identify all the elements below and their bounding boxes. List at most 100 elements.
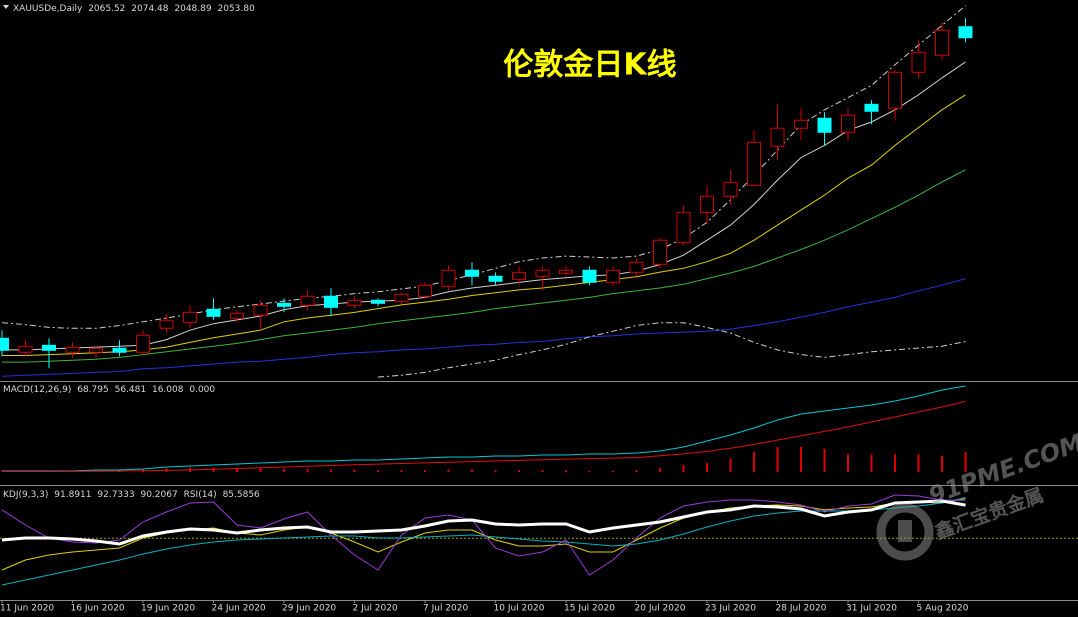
close-value: 2053.80 <box>217 4 254 14</box>
oscillator-header: KDJ(9,3,3) 91.8911 92.7333 90.2067 RSI(1… <box>3 490 260 500</box>
signal-value: 56.481 <box>115 385 147 395</box>
candle-body <box>89 347 103 353</box>
x-tick-label: 24 Jun 2020 <box>212 604 266 614</box>
candle-body <box>512 271 526 280</box>
x-tick-label: 19 Jun 2020 <box>141 604 195 614</box>
candle-body <box>65 346 80 353</box>
extra-value: 0.000 <box>189 385 215 395</box>
candle-body <box>183 311 197 323</box>
macd-histogram-bar <box>847 454 849 472</box>
indicator-line <box>2 400 966 472</box>
candle-body <box>465 269 479 277</box>
candle-body <box>371 299 385 304</box>
macd-histogram-bar <box>729 458 732 472</box>
macd-histogram-bar <box>635 470 638 472</box>
indicator-line <box>1 5 966 329</box>
plot-area <box>0 5 1078 586</box>
x-tick-label: 31 Jul 2020 <box>846 604 897 614</box>
candle-body <box>653 239 667 265</box>
macd-histogram-bar <box>283 468 285 472</box>
macd-histogram-bar <box>518 470 520 472</box>
rsi-label: RSI(14) <box>184 490 217 500</box>
candle-body <box>230 312 244 319</box>
k-value: 91.8911 <box>54 490 91 500</box>
macd-histogram-bar <box>682 465 685 472</box>
macd-histogram-bar <box>236 468 238 472</box>
macd-histogram-bar <box>330 469 332 472</box>
macd-histogram-bar <box>377 470 379 472</box>
candle-body <box>488 275 503 282</box>
candle-body <box>324 295 338 308</box>
candle-body <box>136 334 150 353</box>
macd-histogram-bar <box>870 454 873 472</box>
candle-body <box>911 51 926 73</box>
candle-body <box>723 181 738 197</box>
x-tick-label: 2 Jul 2020 <box>353 604 398 614</box>
candle-body <box>582 269 597 283</box>
candle-body <box>441 269 456 287</box>
x-tick-label: 10 Jul 2020 <box>494 604 545 614</box>
candle-body <box>535 269 550 277</box>
x-tick-label: 15 Jul 2020 <box>564 604 615 614</box>
price-header: XAUUSDe,Daily 2065.52 2074.48 2048.89 20… <box>13 4 255 14</box>
candle-body <box>112 347 127 353</box>
macd-histogram-bar <box>917 454 920 472</box>
macd-histogram-bar <box>306 468 309 472</box>
macd-histogram-bar <box>541 470 544 472</box>
candle-body <box>770 127 785 147</box>
candle-body <box>841 114 855 133</box>
candle-body <box>559 269 573 274</box>
candle-body <box>18 345 33 353</box>
x-tick-label: 28 Jul 2020 <box>776 604 827 614</box>
symbol: XAUUSDe,Daily <box>13 4 83 14</box>
candle-body <box>747 141 761 186</box>
candle-body <box>0 337 9 351</box>
macd-histogram-bar <box>659 468 661 472</box>
candle-body <box>817 117 832 133</box>
watermark-logo <box>898 520 912 542</box>
macd-histogram-bar <box>753 452 755 472</box>
macd-histogram-bar <box>894 454 896 472</box>
candle-body <box>159 319 174 329</box>
menu-arrow <box>3 5 9 9</box>
watermark-logo <box>876 503 934 561</box>
macd-histogram-bar <box>400 470 403 472</box>
macd-histogram-bar <box>212 467 215 472</box>
macd-histogram-bar <box>588 470 591 472</box>
macd-histogram-bar <box>565 470 567 472</box>
j-value: 90.2067 <box>140 490 177 500</box>
x-tick-label: 5 Aug 2020 <box>917 604 969 614</box>
d-value: 92.7333 <box>97 490 134 500</box>
candle-body <box>394 293 409 302</box>
indicator-line <box>1 494 966 576</box>
candle-body <box>347 299 362 306</box>
macd-histogram-bar <box>941 455 943 472</box>
x-tick-label: 16 Jun 2020 <box>71 604 125 614</box>
macd-histogram-bar <box>776 447 779 472</box>
macd-histogram-bar <box>424 470 426 472</box>
low-value: 2048.89 <box>174 4 211 14</box>
x-tick-label: 29 Jun 2020 <box>282 604 336 614</box>
macd-histogram-bar <box>706 463 708 472</box>
x-tick-label: 20 Jul 2020 <box>635 604 686 614</box>
open-value: 2065.52 <box>88 4 125 14</box>
candle-body <box>888 71 902 109</box>
macd-histogram-bar <box>800 447 802 472</box>
candle-body <box>676 211 691 243</box>
candle-body <box>606 269 620 283</box>
macd-histogram-bar <box>612 470 614 472</box>
histogram-value: 16.008 <box>152 385 184 395</box>
macd-histogram-bar <box>471 469 473 472</box>
candle-body <box>253 304 268 316</box>
candle-body <box>629 261 644 273</box>
macd-value: 68.795 <box>77 385 109 395</box>
x-tick-label: 7 Jul 2020 <box>423 604 468 614</box>
indicator-line <box>1 499 966 546</box>
indicator-line <box>1 278 966 377</box>
macd-histogram-bar <box>823 448 826 472</box>
candle-body <box>42 344 56 351</box>
macd-histogram-bar <box>353 469 356 472</box>
candle-body <box>864 103 879 112</box>
